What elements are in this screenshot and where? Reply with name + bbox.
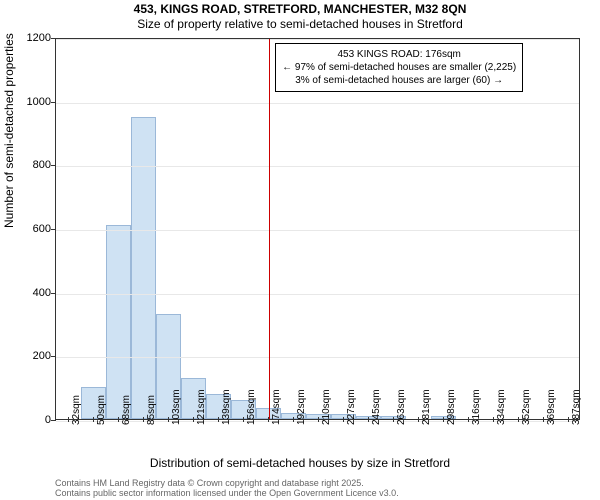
y-tick-mark (51, 165, 56, 166)
grid-line (56, 230, 579, 231)
x-tick-mark (168, 417, 169, 422)
x-axis-label: Distribution of semi-detached houses by … (0, 456, 600, 470)
chart-container: 453, KINGS ROAD, STRETFORD, MANCHESTER, … (0, 0, 600, 500)
footer-line1: Contains HM Land Registry data © Crown c… (55, 478, 364, 488)
x-tick-label: 263sqm (396, 389, 407, 425)
grid-line (56, 166, 579, 167)
x-tick-label: 352sqm (521, 389, 532, 425)
grid-line (56, 39, 579, 40)
x-tick-mark (318, 417, 319, 422)
x-tick-mark (93, 417, 94, 422)
histogram-bar (106, 225, 131, 419)
grid-line (56, 294, 579, 295)
plot-area: 453 KINGS ROAD: 176sqm ← 97% of semi-det… (55, 38, 580, 420)
x-tick-label: 369sqm (546, 389, 557, 425)
x-tick-mark (118, 417, 119, 422)
x-tick-mark (493, 417, 494, 422)
chart-title: 453, KINGS ROAD, STRETFORD, MANCHESTER, … (0, 2, 600, 16)
y-tick-label: 400 (33, 287, 51, 299)
x-tick-mark (218, 417, 219, 422)
x-tick-mark (143, 417, 144, 422)
y-tick-label: 1000 (27, 96, 51, 108)
x-tick-label: 387sqm (571, 389, 582, 425)
x-tick-mark (543, 417, 544, 422)
x-tick-mark (68, 417, 69, 422)
x-tick-label: 32sqm (71, 395, 82, 425)
y-tick-label: 1200 (27, 32, 51, 44)
y-tick-mark (51, 356, 56, 357)
x-tick-label: 68sqm (121, 395, 132, 425)
y-tick-label: 600 (33, 223, 51, 235)
x-tick-mark (443, 417, 444, 422)
x-tick-mark (268, 417, 269, 422)
x-tick-label: 227sqm (346, 389, 357, 425)
y-axis: 020040060080010001200 (25, 38, 53, 420)
y-axis-label: Number of semi-detached properties (2, 33, 16, 228)
x-tick-label: 121sqm (196, 389, 207, 425)
x-tick-mark (293, 417, 294, 422)
annotation-line2: ← 97% of semi-detached houses are smalle… (282, 61, 516, 74)
x-tick-label: 334sqm (496, 389, 507, 425)
x-tick-label: 281sqm (421, 389, 432, 425)
annotation-line3: 3% of semi-detached houses are larger (6… (282, 74, 516, 87)
x-tick-label: 298sqm (446, 389, 457, 425)
x-tick-mark (343, 417, 344, 422)
chart-subtitle: Size of property relative to semi-detach… (0, 17, 600, 31)
x-tick-label: 85sqm (146, 395, 157, 425)
x-tick-label: 316sqm (471, 389, 482, 425)
y-tick-mark (51, 38, 56, 39)
x-tick-label: 192sqm (296, 389, 307, 425)
x-tick-label: 103sqm (171, 389, 182, 425)
x-tick-mark (393, 417, 394, 422)
x-tick-mark (568, 417, 569, 422)
x-axis: 32sqm50sqm68sqm85sqm103sqm121sqm139sqm15… (55, 420, 580, 455)
x-tick-mark (243, 417, 244, 422)
x-tick-mark (468, 417, 469, 422)
x-tick-label: 210sqm (321, 389, 332, 425)
x-tick-label: 174sqm (271, 389, 282, 425)
y-tick-mark (51, 229, 56, 230)
grid-line (56, 103, 579, 104)
x-tick-mark (418, 417, 419, 422)
x-tick-label: 156sqm (246, 389, 257, 425)
annotation-line1: 453 KINGS ROAD: 176sqm (282, 48, 516, 61)
footer-line2: Contains public sector information licen… (55, 488, 399, 498)
y-tick-mark (51, 293, 56, 294)
x-tick-label: 50sqm (96, 395, 107, 425)
x-tick-mark (518, 417, 519, 422)
x-tick-label: 245sqm (371, 389, 382, 425)
y-tick-mark (51, 102, 56, 103)
y-tick-label: 800 (33, 159, 51, 171)
x-tick-mark (193, 417, 194, 422)
annotation-box: 453 KINGS ROAD: 176sqm ← 97% of semi-det… (275, 43, 523, 92)
grid-line (56, 357, 579, 358)
y-tick-label: 200 (33, 350, 51, 362)
x-tick-label: 139sqm (221, 389, 232, 425)
marker-line (269, 39, 270, 419)
x-tick-mark (368, 417, 369, 422)
histogram-bar (131, 117, 156, 419)
